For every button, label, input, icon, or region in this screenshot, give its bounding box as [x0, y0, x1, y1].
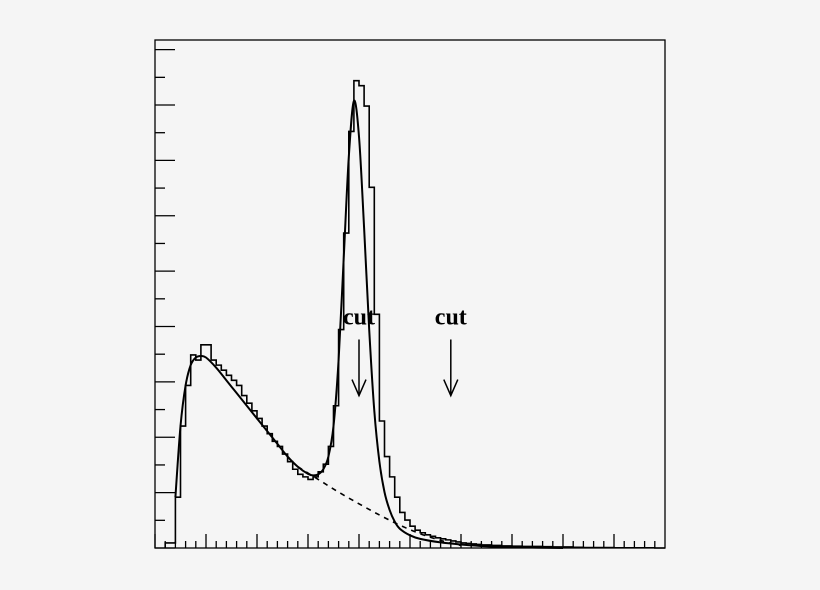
cut-annotations: cut cut	[343, 304, 467, 398]
cut-arrow-head	[443, 379, 459, 398]
cut-arrow-head	[351, 379, 367, 398]
plot-background	[154, 39, 666, 549]
histogram-series	[164, 79, 665, 549]
total-fit-curve	[174, 99, 564, 549]
cut-label: cut	[343, 304, 375, 330]
cut-label: cut	[435, 304, 467, 330]
x-axis-ticks	[154, 534, 656, 548]
background-fit-curve	[297, 466, 462, 547]
